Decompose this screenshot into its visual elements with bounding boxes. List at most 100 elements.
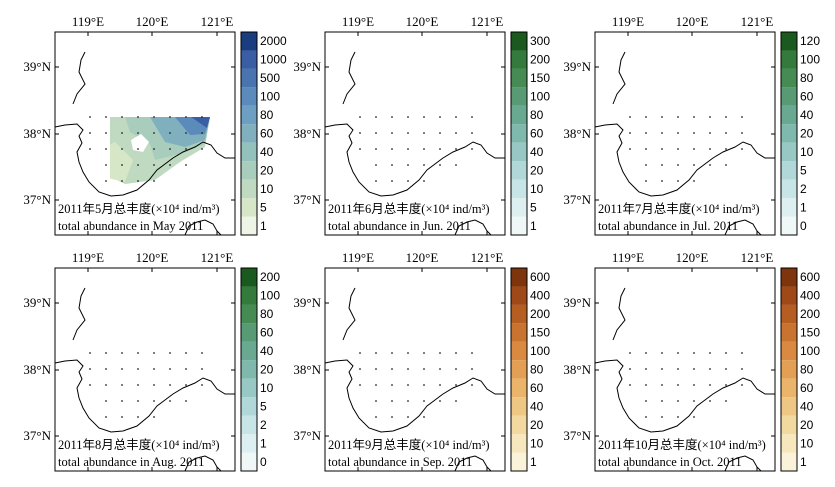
colorbar-swatch (511, 50, 527, 69)
colorbar-label: 20 (800, 418, 814, 432)
sampling-station (645, 400, 647, 402)
colorbar-label: 60 (260, 127, 274, 141)
sampling-station (693, 180, 695, 182)
sampling-station (709, 384, 711, 386)
sampling-station (741, 148, 743, 150)
sampling-station (661, 148, 663, 150)
colorbar-swatch (511, 87, 527, 106)
sampling-station (185, 400, 187, 402)
sampling-station (661, 416, 663, 418)
sampling-station (439, 148, 441, 150)
sampling-station (455, 132, 457, 134)
sampling-station (201, 368, 203, 370)
colorbar-swatch (781, 415, 797, 435)
sampling-station (105, 400, 107, 402)
longitude-label: 119°E (342, 14, 374, 29)
colorbar-swatch (781, 87, 797, 106)
panel-subtitle: total abundance in Sep. 2011 (328, 455, 472, 469)
colorbar-swatch (241, 286, 257, 305)
map-panel-4: 119°E 120°E 121°E 39°N 38°N 37°N 2011年8月总丰度(×1… (23, 250, 280, 472)
sampling-station (105, 116, 107, 118)
colorbar-swatch (241, 304, 257, 324)
sampling-station (137, 368, 139, 370)
sampling-station (455, 368, 457, 370)
sampling-station (407, 416, 409, 418)
sampling-station (645, 368, 647, 370)
sampling-station (677, 148, 679, 150)
colorbar-swatch (781, 360, 797, 379)
colorbar-label: 150 (530, 71, 550, 85)
sampling-station (375, 400, 377, 402)
sampling-station (677, 384, 679, 386)
latitude-label: 38°N (563, 126, 591, 141)
sampling-station (741, 384, 743, 386)
colorbar-swatch (781, 304, 797, 324)
colorbar-swatch (511, 434, 527, 453)
panel-subtitle: total abundance in Jun. 2011 (328, 219, 471, 233)
sampling-station (391, 132, 393, 134)
colorbar-label: 40 (530, 399, 544, 413)
colorbar-label: 40 (530, 145, 544, 159)
sampling-station (455, 384, 457, 386)
sampling-station (709, 368, 711, 370)
sampling-station (725, 352, 727, 354)
sampling-station (677, 116, 679, 118)
sampling-station (629, 384, 631, 386)
colorbar-label: 20 (260, 363, 274, 377)
colorbar-swatch (781, 216, 797, 235)
sampling-station (439, 400, 441, 402)
panel-title: 2011年9月总丰度(×10⁴ ind/m³) (328, 437, 490, 452)
sampling-station (407, 368, 409, 370)
colorbar-label: 10 (260, 182, 274, 196)
sampling-station (359, 148, 361, 150)
longitude-label: 121°E (741, 14, 774, 29)
contour-band (110, 142, 133, 182)
sampling-station (725, 116, 727, 118)
sampling-station (693, 416, 695, 418)
map-panel-3: 119°E 120°E 121°E 39°N 38°N 37°N 2011年7月总丰度(×1… (563, 14, 820, 236)
colorbar-label: 10 (800, 436, 814, 450)
sampling-station (137, 148, 139, 150)
colorbar-label: 80 (530, 108, 544, 122)
map-frame (55, 268, 235, 471)
sampling-station (137, 400, 139, 402)
sampling-station (677, 400, 679, 402)
colorbar-label: 1 (260, 436, 267, 450)
sampling-station (423, 384, 425, 386)
sampling-station (725, 400, 727, 402)
sampling-station (391, 416, 393, 418)
sampling-station (677, 132, 679, 134)
sampling-station (423, 164, 425, 166)
sampling-station (455, 400, 457, 402)
sampling-station (677, 368, 679, 370)
colorbar-swatch (781, 198, 797, 217)
colorbar-label: 60 (800, 381, 814, 395)
sampling-station (153, 116, 155, 118)
sampling-station (709, 400, 711, 402)
sampling-station (153, 352, 155, 354)
colorbar-label: 80 (530, 363, 544, 377)
sampling-station (439, 132, 441, 134)
sampling-station (709, 352, 711, 354)
colorbar-swatch (511, 216, 527, 235)
colorbar-swatch (241, 434, 257, 453)
sampling-station (407, 180, 409, 182)
sampling-station (375, 352, 377, 354)
colorbar: 1 10 20 40 60 80 100 150 200 400 600 (510, 267, 550, 472)
colorbar-label: 600 (800, 270, 820, 284)
sampling-station (185, 148, 187, 150)
longitude-label: 120°E (136, 14, 169, 29)
colorbar-label: 40 (800, 399, 814, 413)
colorbar-label: 2 (260, 418, 267, 432)
contour-band (131, 134, 149, 152)
sampling-station (471, 352, 473, 354)
sampling-station (407, 132, 409, 134)
sampling-station (407, 148, 409, 150)
sampling-station (185, 384, 187, 386)
colorbar-label: 1 (530, 455, 537, 469)
sampling-station (137, 164, 139, 166)
colorbar: 1 5 10 20 40 60 80 100 150 200 300 (510, 31, 550, 236)
sampling-station (725, 164, 727, 166)
sampling-station (693, 400, 695, 402)
sampling-station (455, 148, 457, 150)
